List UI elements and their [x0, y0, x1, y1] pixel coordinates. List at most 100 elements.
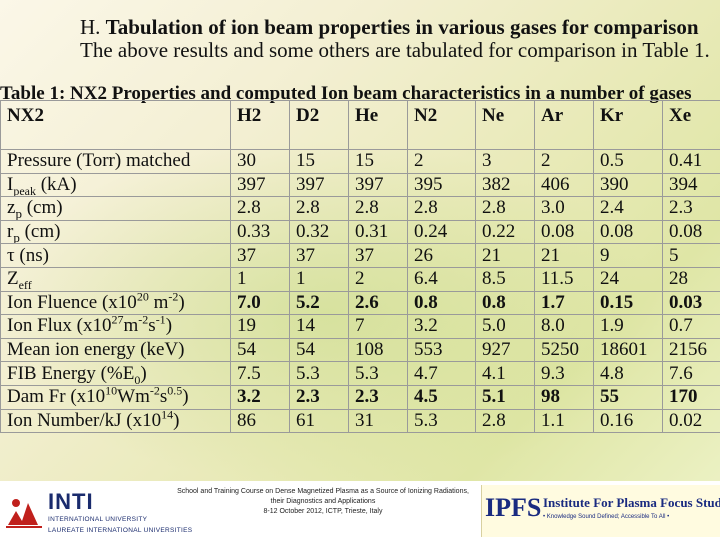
row-value: 5 — [662, 243, 720, 268]
table-row: Ion Flux (x1027m-2s-1) 19 14 7 3.2 5.0 8.0 1.9 0… — [0, 314, 720, 339]
row-label: Zeff — [0, 266, 231, 292]
inti-mark-icon — [6, 499, 42, 528]
row-value: 0.32 — [289, 219, 349, 245]
event-line: School and Training Course on Dense Magn… — [177, 488, 469, 495]
row-value: 2 — [348, 266, 408, 292]
row-value: 0.8 — [475, 290, 535, 316]
row-value: 5250 — [534, 337, 594, 363]
row-label: Ipeak (kA) — [0, 172, 231, 198]
inti-affiliation: LAUREATE INTERNATIONAL UNIVERSITIES — [48, 527, 193, 534]
row-value: 170 — [662, 384, 720, 410]
row-value: 0.8 — [407, 290, 476, 316]
table-header-row: NX2 H2 D2 He N2 Ne Ar Kr Xe — [0, 100, 720, 150]
row-value: 1.7 — [534, 290, 594, 316]
row-value: 2.8 — [289, 196, 349, 221]
row-value: 28 — [662, 266, 720, 292]
row-value: 4.5 — [407, 384, 476, 410]
row-value: 3.2 — [230, 384, 290, 410]
row-value: 2.8 — [348, 196, 408, 221]
row-value: 11.5 — [534, 266, 594, 292]
row-value: 0.02 — [662, 408, 720, 434]
row-value: 5.3 — [407, 408, 476, 434]
row-label: Ion Flux (x1027m-2s-1) — [0, 314, 231, 339]
ipfs-name: Institute For Plasma Focus Studies — [543, 495, 720, 510]
table-row: FIB Energy (%E0) 7.5 5.3 5.3 4.7 4.1 9.3 4.8 7.6 — [0, 361, 720, 386]
event-line: their Diagnostics and Applications — [270, 498, 376, 505]
row-value: 9 — [593, 243, 663, 268]
table-row: Mean ion energy (keV) 54 54 108 553 927 5250 18… — [0, 337, 720, 363]
row-label: τ (ns) — [0, 243, 231, 268]
section-subtitle: The above results and some others are ta… — [80, 38, 710, 62]
row-value: 1 — [230, 266, 290, 292]
row-value: 2.8 — [407, 196, 476, 221]
header-gas: Ne — [475, 100, 535, 150]
row-value: 0.5 — [593, 149, 663, 174]
row-value: 382 — [475, 172, 535, 198]
section-title: Tabulation of ion beam properties in var… — [105, 15, 699, 39]
row-value: 55 — [593, 384, 663, 410]
row-value: 2.3 — [289, 384, 349, 410]
row-value: 4.7 — [407, 361, 476, 386]
header-corner: NX2 — [0, 100, 231, 150]
row-label: Dam Fr (x1010Wm-2s0.5) — [0, 384, 231, 410]
row-value: 394 — [662, 172, 720, 198]
row-value: 37 — [289, 243, 349, 268]
ipfs-tagline: • Knowledge Sound Defined; Accessible To… — [543, 514, 670, 520]
row-value: 1 — [289, 266, 349, 292]
row-value: 2.4 — [593, 196, 663, 221]
row-value: 2.3 — [662, 196, 720, 221]
row-value: 15 — [289, 149, 349, 174]
row-value: 6.4 — [407, 266, 476, 292]
row-value: 61 — [289, 408, 349, 434]
row-value: 98 — [534, 384, 594, 410]
row-label: Ion Fluence (x1020 m-2) — [0, 290, 231, 316]
table-row: rp (cm) 0.33 0.32 0.31 0.24 0.22 0.08 0.08 0.08 — [0, 219, 720, 245]
table-row: zp (cm) 2.8 2.8 2.8 2.8 2.8 3.0 2.4 2.3 — [0, 196, 720, 221]
row-value: 18601 — [593, 337, 663, 363]
row-value: 37 — [348, 243, 408, 268]
row-value: 2.8 — [475, 408, 535, 434]
row-label: Ion Number/kJ (x1014) — [0, 408, 231, 434]
row-value: 0.22 — [475, 219, 535, 245]
row-value: 0.15 — [593, 290, 663, 316]
row-label: Mean ion energy (keV) — [0, 337, 231, 363]
row-value: 2 — [534, 149, 594, 174]
row-value: 397 — [348, 172, 408, 198]
row-value: 0.08 — [662, 219, 720, 245]
row-label: rp (cm) — [0, 219, 231, 245]
row-value: 0.16 — [593, 408, 663, 434]
row-value: 397 — [230, 172, 290, 198]
row-label: zp (cm) — [0, 196, 231, 221]
row-value: 86 — [230, 408, 290, 434]
inti-logo: INTI INTERNATIONAL UNIVERSITY LAUREATE I… — [4, 487, 192, 537]
row-value: 7.0 — [230, 290, 290, 316]
header-gas: Xe — [662, 100, 720, 150]
row-value: 3.0 — [534, 196, 594, 221]
row-value: 54 — [289, 337, 349, 363]
row-value: 390 — [593, 172, 663, 198]
row-value: 0.31 — [348, 219, 408, 245]
row-value: 2156 — [662, 337, 720, 363]
row-value: 37 — [230, 243, 290, 268]
row-value: 108 — [348, 337, 408, 363]
footer-bar: INTI INTERNATIONAL UNIVERSITY LAUREATE I… — [0, 481, 720, 540]
header-gas: Kr — [593, 100, 663, 150]
row-value: 14 — [289, 314, 349, 339]
row-value: 7.5 — [230, 361, 290, 386]
header-gas: He — [348, 100, 408, 150]
row-value: 1.9 — [593, 314, 663, 339]
row-value: 24 — [593, 266, 663, 292]
table-row: Ipeak (kA) 397 397 397 395 382 406 390 394 — [0, 172, 720, 198]
inti-name: INTI — [48, 489, 94, 514]
row-value: 2.8 — [475, 196, 535, 221]
header-gas: H2 — [230, 100, 290, 150]
row-value: 3.2 — [407, 314, 476, 339]
row-value: 0.7 — [662, 314, 720, 339]
row-value: 2.8 — [230, 196, 290, 221]
ion-beam-table: NX2 H2 D2 He N2 Ne Ar Kr Xe Pressure (To… — [0, 100, 720, 434]
section-heading: H. Tabulation of ion beam properties in … — [80, 16, 710, 62]
table-row: Ion Number/kJ (x1014) 86 61 31 5.3 2.8 1.1 0.16… — [0, 408, 720, 434]
row-value: 31 — [348, 408, 408, 434]
table-row: Dam Fr (x1010Wm-2s0.5) 3.2 2.3 2.3 4.5 5.1 98 5… — [0, 384, 720, 410]
inti-subtitle: INTERNATIONAL UNIVERSITY — [48, 516, 148, 523]
